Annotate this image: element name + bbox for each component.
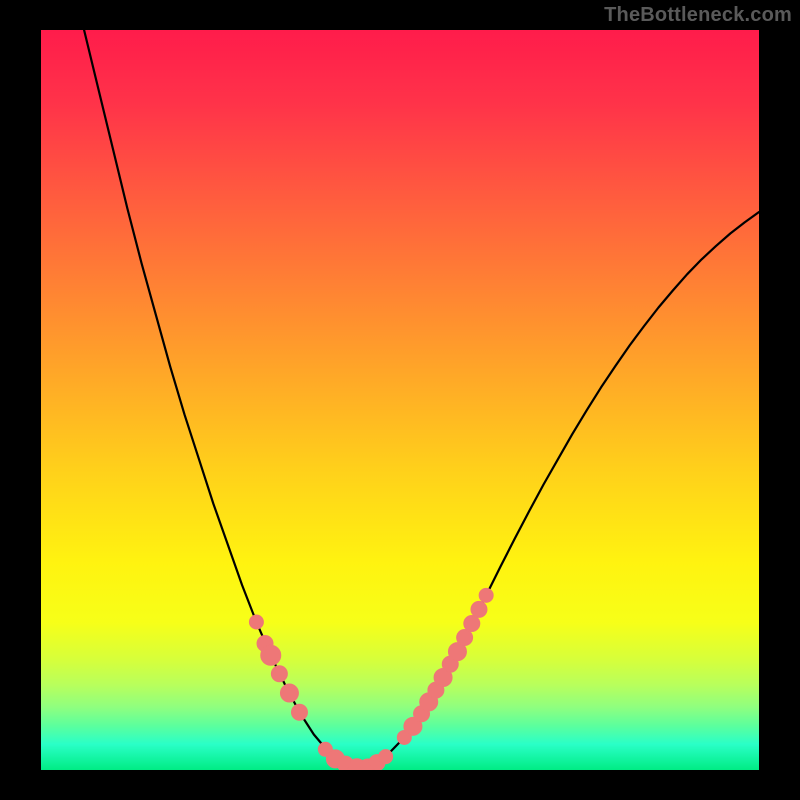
- chart-stage: TheBottleneck.com: [0, 0, 800, 800]
- curve-marker: [261, 645, 281, 665]
- curve-markers: [249, 588, 493, 770]
- curve-marker: [479, 588, 493, 602]
- curve-marker: [271, 666, 287, 682]
- curve-marker: [379, 750, 393, 764]
- bottleneck-curve: [70, 30, 759, 768]
- curve-marker: [249, 615, 263, 629]
- plot-svg: [41, 30, 759, 770]
- watermark-label: TheBottleneck.com: [604, 4, 792, 27]
- plot-area: [41, 30, 759, 770]
- curve-marker: [291, 704, 307, 720]
- curve-marker: [280, 684, 298, 702]
- curve-marker: [471, 601, 487, 617]
- curve-marker: [464, 615, 480, 631]
- curve-marker: [457, 630, 473, 646]
